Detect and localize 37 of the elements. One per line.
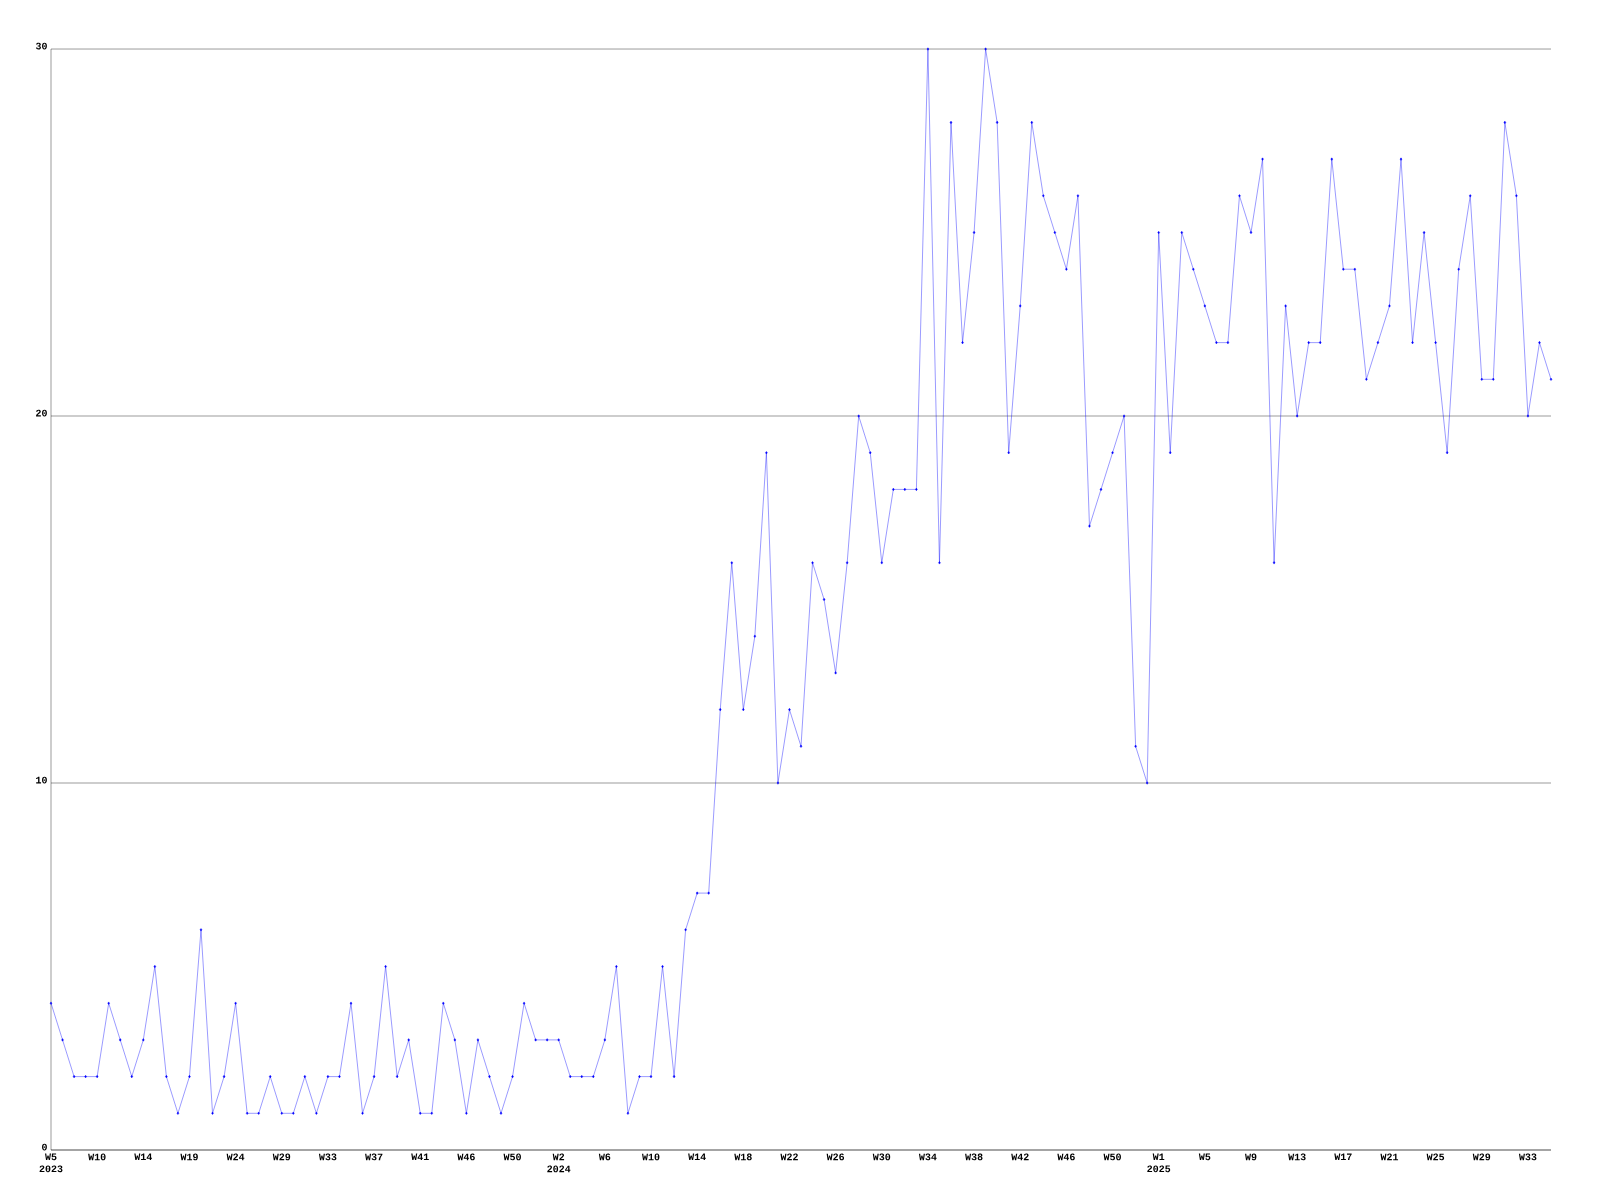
x-tick-label: W29 [272,1153,291,1161]
x-tick-label: W17 [1334,1153,1352,1161]
x-tick-label: W13 [1288,1153,1306,1161]
x-tick-label: W46 [1057,1153,1075,1161]
x-tick-label: W26 [826,1153,845,1161]
y-tick-label: 30 [35,42,47,50]
x-tick-label: W50 [1103,1153,1121,1161]
x-tick-label: W21 [1380,1153,1399,1161]
x-tick-label: W24 [226,1153,245,1161]
x-tick-label: W2 2024 [547,1153,571,1173]
x-tick-label: W50 [503,1153,521,1161]
x-tick-label: W5 2023 [39,1153,63,1173]
x-tick-label: W22 [780,1153,798,1161]
x-tick-label: W6 [598,1153,611,1161]
x-tick-label: W14 [688,1153,706,1161]
x-tick-label: W1 2025 [1147,1153,1171,1173]
x-tick-label: W14 [134,1153,153,1161]
x-tick-label: W25 [1426,1153,1445,1161]
x-tick-label: W29 [1472,1153,1491,1161]
x-tick-label: W10 [642,1153,660,1161]
x-tick-label: W18 [734,1153,752,1161]
y-tick-label: 10 [36,776,47,784]
x-tick-label: W30 [872,1153,891,1161]
x-tick-label: W33 [1518,1153,1537,1161]
x-tick-label: W41 [411,1153,429,1161]
x-tick-label: W42 [1011,1153,1029,1161]
x-tick-label: W10 [88,1153,106,1161]
y-tick-label: 20 [36,409,47,417]
x-tick-label: W19 [180,1153,198,1161]
x-tick-label: W37 [365,1153,383,1161]
y-tick-label: 0 [42,1143,47,1151]
x-tick-label: W34 [918,1153,937,1161]
x-tick-label: W9 [1245,1153,1257,1161]
x-tick-label: W33 [318,1153,337,1161]
x-tick-label: W5 [1198,1153,1211,1161]
x-tick-label: W46 [457,1153,475,1161]
x-tick-label: W38 [965,1153,983,1161]
